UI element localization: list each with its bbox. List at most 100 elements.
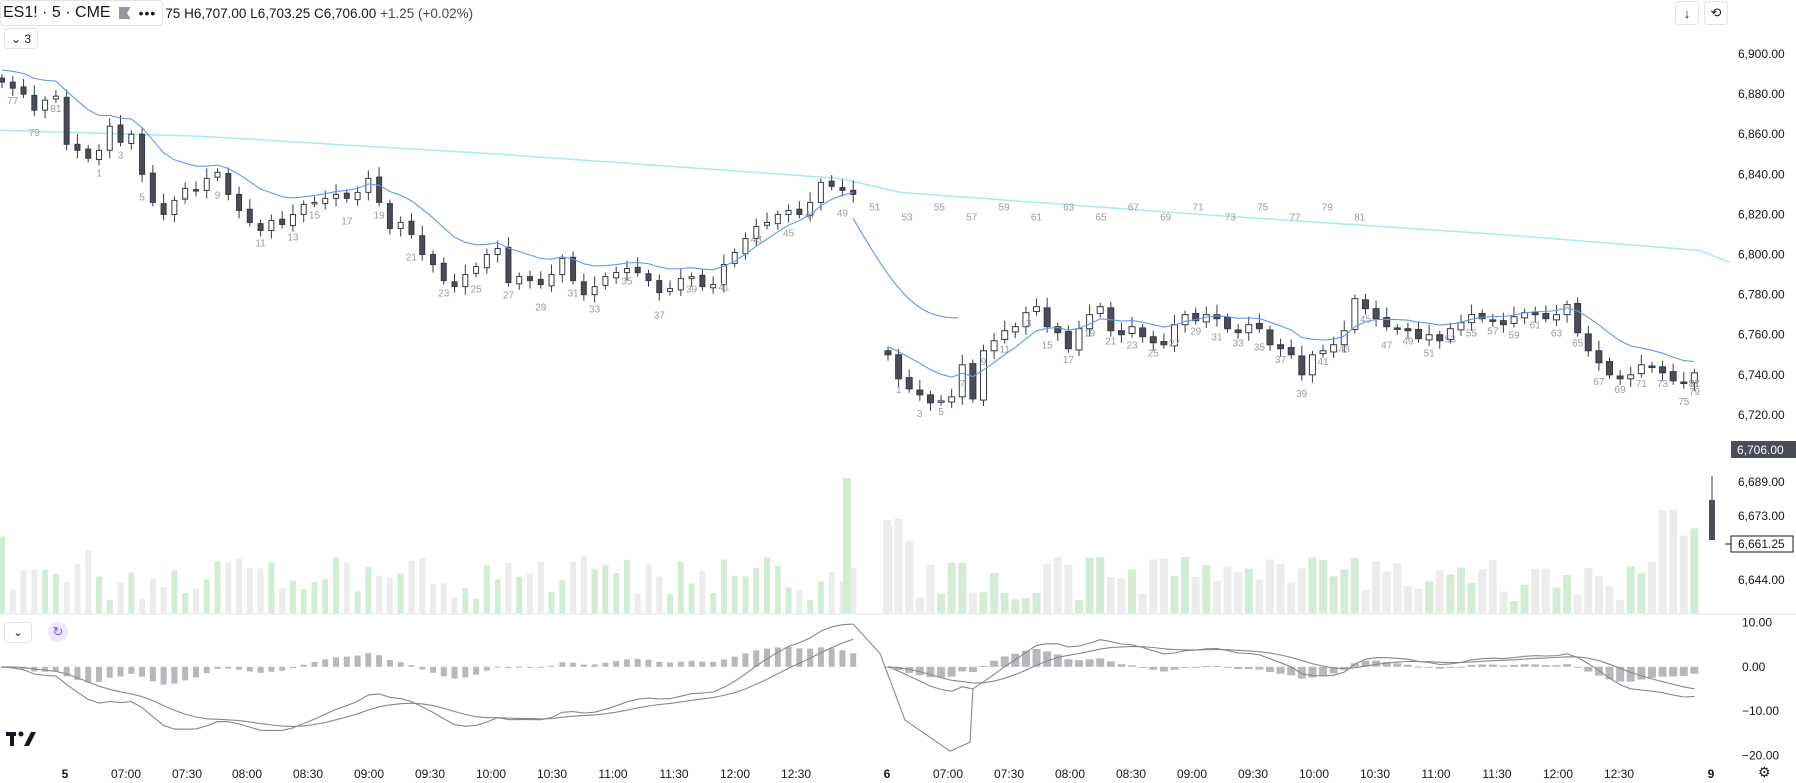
volume-bar-s2 (1085, 557, 1094, 613)
macd-hist-s1 (451, 666, 458, 679)
macd-hist-s2 (1584, 666, 1593, 672)
candle-s1-body-21 (225, 173, 232, 195)
macd-hist-s1 (279, 666, 286, 671)
candle-s1-body-75 (807, 201, 814, 217)
candle-s1-body-37 (397, 221, 404, 229)
macd-hist-s1 (645, 659, 652, 667)
symbol-label[interactable]: ES1! · 5 · CME (1, 4, 115, 22)
macd-hist-s1 (386, 660, 393, 667)
last-candle-body (1709, 500, 1715, 540)
volume-bar-s1 (537, 561, 544, 613)
count-label-s2: 37 (1275, 355, 1287, 366)
volume-bar-s1 (667, 593, 674, 613)
count-label-s1: 41 (718, 283, 730, 294)
candle-s2-body-75 (1680, 381, 1688, 385)
volume-bar-s1 (591, 569, 598, 613)
more-dots-icon[interactable]: ••• (138, 5, 157, 21)
count-label-s1: 39 (686, 285, 698, 296)
macd-hist-s1 (494, 666, 501, 668)
price-axis[interactable]: 6,900.00 6,880.00 6,860.00 6,840.00 6,820.00… (1725, 47, 1796, 763)
chevron-down-icon[interactable]: ⌄ (4, 622, 32, 643)
reload-icon[interactable]: ⟲ (1704, 1, 1728, 25)
candle-s1-body-28 (300, 203, 307, 215)
interval-badge[interactable]: ⌄ 3 (4, 28, 39, 49)
volume-bar-s2 (926, 564, 935, 613)
count-label-s2: 55 (1466, 329, 1478, 340)
symbol-box[interactable]: ES1! · 5 · CME ••• (0, 0, 164, 26)
count-label-s1: 57 (966, 212, 978, 223)
macd-hist-s2 (1255, 666, 1264, 670)
volume-bar-s1 (731, 576, 738, 613)
candle-s1-body-9 (95, 149, 102, 161)
flag-icon[interactable] (118, 7, 131, 19)
candle-s2-body-70 (1627, 374, 1635, 380)
volume-bar-s2 (968, 592, 977, 613)
volume-bar-s1 (430, 584, 436, 613)
candle-s2-body-11 (1001, 330, 1009, 341)
volume-bar-s2 (1138, 593, 1147, 613)
macd-tick-label: −10.00 (1742, 704, 1779, 718)
candle-s2-body-20 (1096, 306, 1104, 314)
candle-s1-body-69 (742, 237, 749, 255)
candle-s1-body-15 (160, 203, 167, 215)
macd-hist-s2 (1499, 665, 1508, 667)
volume-bar-s2 (915, 597, 924, 613)
volume-bar-s2 (1074, 600, 1083, 613)
macd-hist-s2 (1435, 666, 1444, 669)
time-tick-label: 07:30 (172, 767, 202, 781)
volume-bar-s1 (42, 569, 49, 613)
settings-gear-icon[interactable]: ⚙ (1758, 764, 1771, 780)
macd-hist-s2 (1181, 666, 1190, 668)
volume-bar-s2 (1255, 579, 1264, 613)
refresh-icon[interactable]: ↻ (48, 622, 68, 642)
volume-bar-s2 (1043, 564, 1052, 613)
macd-hist-s1 (742, 653, 749, 667)
arrow-down-icon[interactable]: ↓ (1675, 1, 1699, 25)
candle-s1-body-24 (257, 223, 264, 231)
count-label-s2: 73 (1657, 379, 1669, 390)
time-axis[interactable]: 5 07:00 07:30 08:00 08:30 09:00 09:30 10:00 10:3… (62, 767, 1715, 781)
candle-s2-body-67 (1595, 350, 1603, 364)
volume-bar-s1 (85, 550, 92, 613)
count-label-s2: 61 (1530, 321, 1542, 332)
count-label-s2: 29 (1190, 327, 1202, 338)
price-tick-label: 6,860.00 (1738, 127, 1785, 141)
macd-hist-s1 (430, 666, 436, 673)
candle-s2-body-45 (1361, 299, 1369, 310)
macd-hist-s2 (1573, 666, 1582, 668)
candle-s2-body-34 (1245, 324, 1253, 334)
volume-bar-s1 (613, 572, 620, 613)
volume-bar-s2 (1276, 563, 1285, 613)
volume-bar-s1 (52, 573, 59, 613)
volume-bar-s1 (408, 560, 415, 613)
time-tick-label: 10:00 (476, 767, 506, 781)
macd-hist-s2 (1212, 666, 1221, 668)
macd-hist-s2 (1297, 666, 1306, 679)
candle-s2-body-3 (916, 389, 924, 396)
volume-bar-s2 (1594, 576, 1603, 613)
macd-transition (852, 623, 974, 752)
price-tick-label: 6,800.00 (1738, 248, 1785, 262)
macd-hist-s2 (1382, 661, 1391, 667)
count-label-s2: 77 (1689, 379, 1701, 390)
tradingview-logo[interactable] (6, 728, 38, 754)
macd-tick-label: −20.00 (1742, 749, 1779, 763)
candle-s1-body-68 (731, 252, 738, 264)
candle-s1-body-18 (192, 189, 199, 192)
volume-bar-s1 (462, 588, 469, 613)
volume-bar-s2 (979, 592, 988, 613)
ema-slow-path (0, 129, 1731, 264)
volume-bar-s1 (580, 556, 587, 613)
macd-hist-s2 (1043, 651, 1052, 667)
volume-bar-s1 (386, 577, 393, 613)
volume-bar-s2 (1541, 568, 1550, 613)
macd-hist-s2 (1658, 666, 1667, 677)
candle-s1-body-16 (171, 199, 178, 215)
volume-bar-s1 (473, 598, 480, 613)
macd-line-s2 (887, 639, 1695, 698)
time-tick-label: 11:00 (1421, 767, 1450, 781)
macd-hist-s1 (591, 664, 598, 667)
macd-hist-s2 (1128, 665, 1137, 667)
